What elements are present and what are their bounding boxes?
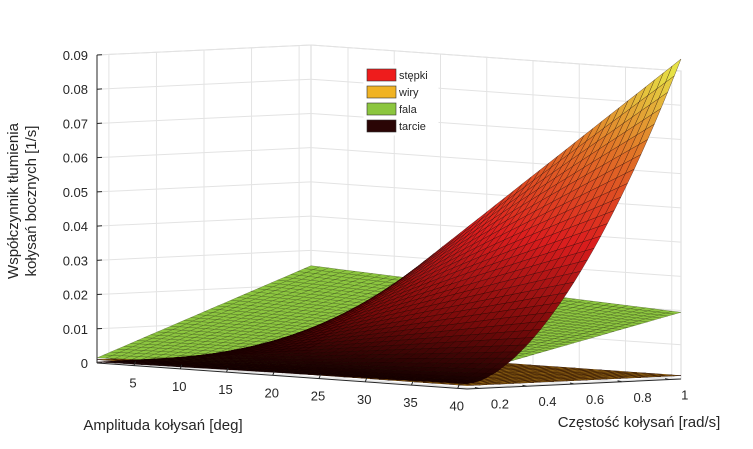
chart-canvas: 00.010.020.030.040.050.060.070.080.09510… — [0, 0, 753, 444]
surface-chart: 00.010.020.030.040.050.060.070.080.09510… — [0, 0, 753, 444]
